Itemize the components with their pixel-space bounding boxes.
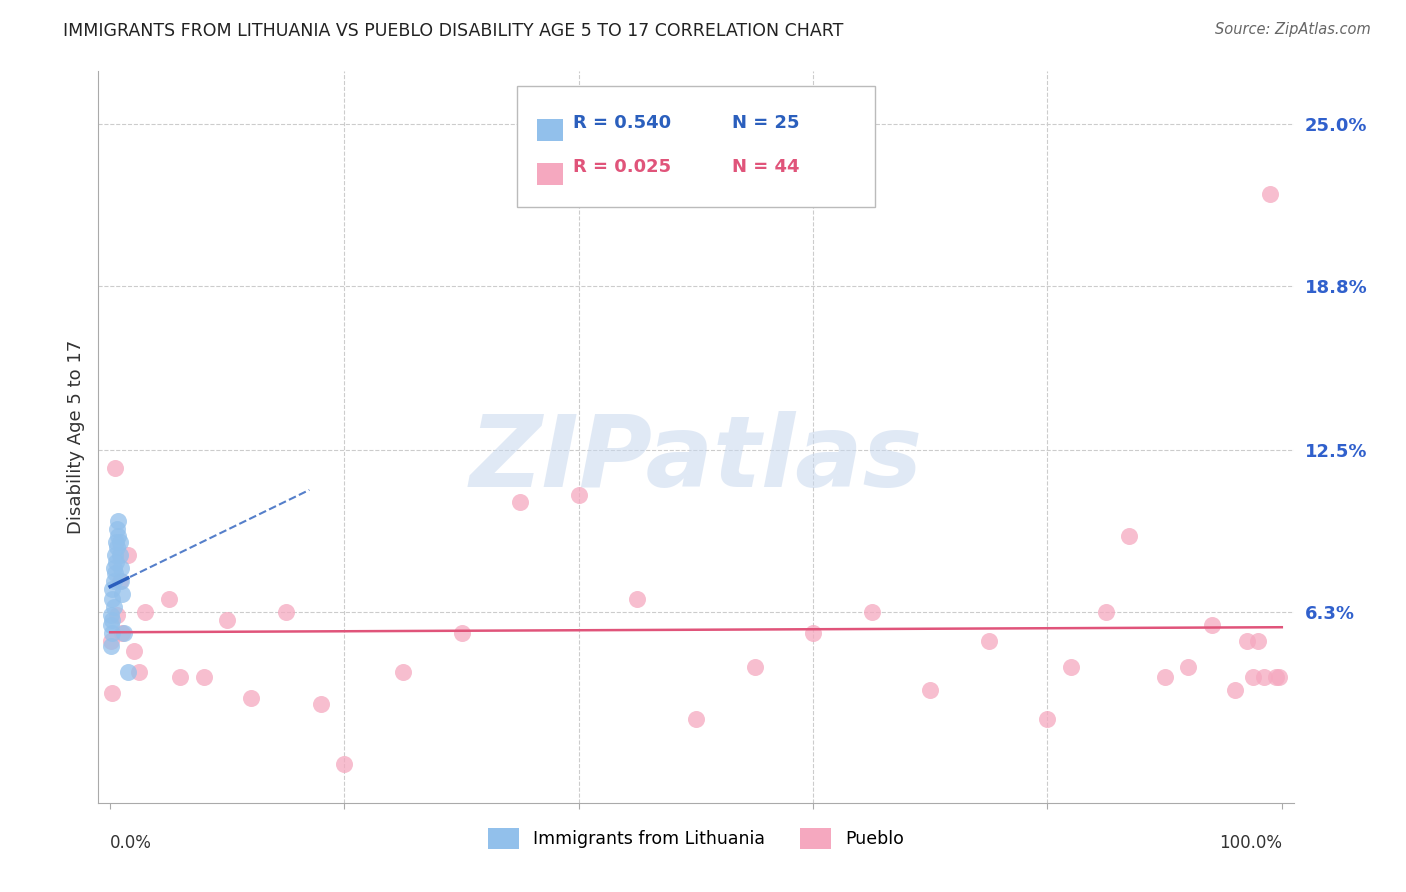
Point — [112, 626, 135, 640]
Point — [1095, 605, 1118, 619]
Point — [1268, 670, 1291, 684]
Text: IMMIGRANTS FROM LITHUANIA VS PUEBLO DISABILITY AGE 5 TO 17 CORRELATION CHART: IMMIGRANTS FROM LITHUANIA VS PUEBLO DISA… — [63, 22, 844, 40]
Point — [100, 633, 122, 648]
Point — [105, 540, 128, 554]
Point — [100, 607, 122, 622]
Point — [100, 618, 122, 632]
Point — [333, 756, 356, 771]
Point — [108, 534, 131, 549]
Point — [111, 626, 134, 640]
Point — [1201, 618, 1223, 632]
Point — [105, 556, 128, 570]
Point — [101, 613, 124, 627]
Point — [1258, 187, 1281, 202]
Point — [1177, 660, 1199, 674]
Point — [309, 697, 332, 711]
Point — [104, 461, 127, 475]
Point — [685, 712, 707, 726]
Point — [105, 534, 128, 549]
Point — [568, 487, 591, 501]
Point — [157, 592, 180, 607]
Point — [117, 665, 139, 680]
Point — [101, 592, 124, 607]
Point — [274, 605, 297, 619]
Point — [1247, 633, 1270, 648]
Point — [1241, 670, 1264, 684]
Point — [110, 560, 132, 574]
Point — [110, 574, 132, 588]
Point — [107, 514, 129, 528]
Point — [1223, 683, 1246, 698]
Text: 100.0%: 100.0% — [1219, 834, 1282, 852]
FancyBboxPatch shape — [537, 120, 564, 141]
Point — [104, 548, 127, 562]
Point — [134, 605, 156, 619]
Point — [1036, 712, 1059, 726]
Point — [108, 548, 131, 562]
Y-axis label: Disability Age 5 to 17: Disability Age 5 to 17 — [66, 340, 84, 534]
Point — [103, 574, 125, 588]
Point — [801, 626, 824, 640]
Text: Source: ZipAtlas.com: Source: ZipAtlas.com — [1215, 22, 1371, 37]
Text: N = 25: N = 25 — [733, 114, 800, 132]
Point — [1253, 670, 1275, 684]
Point — [169, 670, 191, 684]
Text: ZIPatlas: ZIPatlas — [470, 410, 922, 508]
Point — [101, 582, 124, 596]
FancyBboxPatch shape — [537, 163, 564, 185]
Point — [108, 574, 131, 588]
Point — [100, 639, 122, 653]
Point — [920, 683, 942, 698]
Point — [860, 605, 883, 619]
Point — [104, 566, 127, 580]
Point — [105, 607, 128, 622]
Point — [977, 633, 1000, 648]
Point — [111, 587, 134, 601]
Point — [193, 670, 215, 684]
Text: N = 44: N = 44 — [733, 158, 800, 177]
Point — [1153, 670, 1175, 684]
Point — [1236, 633, 1258, 648]
Point — [107, 529, 129, 543]
Point — [101, 626, 124, 640]
Point — [744, 660, 766, 674]
Point — [105, 521, 128, 535]
Point — [509, 495, 531, 509]
Point — [217, 613, 239, 627]
Point — [239, 691, 262, 706]
Point — [1060, 660, 1083, 674]
Point — [122, 644, 145, 658]
Text: R = 0.025: R = 0.025 — [572, 158, 671, 177]
Point — [101, 686, 124, 700]
Point — [1118, 529, 1140, 543]
Point — [128, 665, 150, 680]
Text: 0.0%: 0.0% — [110, 834, 152, 852]
Legend: Immigrants from Lithuania, Pueblo: Immigrants from Lithuania, Pueblo — [481, 822, 911, 856]
Point — [1265, 670, 1288, 684]
Text: R = 0.540: R = 0.540 — [572, 114, 671, 132]
FancyBboxPatch shape — [517, 86, 875, 207]
Point — [103, 599, 125, 614]
Point — [626, 592, 648, 607]
Point — [450, 626, 472, 640]
Point — [117, 548, 139, 562]
Point — [392, 665, 415, 680]
Point — [103, 560, 125, 574]
